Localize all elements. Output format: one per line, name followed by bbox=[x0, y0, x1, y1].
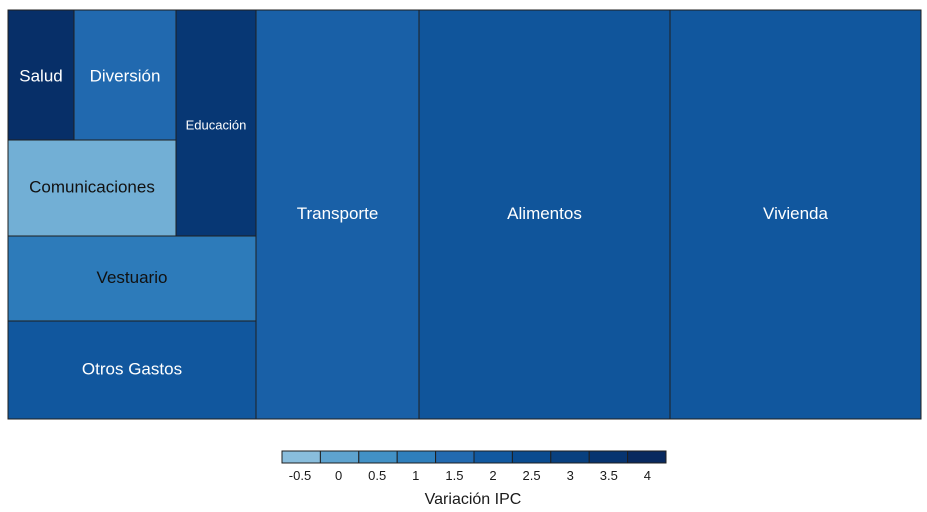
legend-tick-label: 0.5 bbox=[368, 468, 386, 483]
tile-comunicaciones bbox=[7, 139, 177, 237]
legend-swatch bbox=[473, 450, 513, 464]
legend-tick-label: 3.5 bbox=[600, 468, 618, 483]
legend-swatch bbox=[319, 450, 360, 464]
treemap-tiles: Salud Diversión Educación Comunicaciones Ves… bbox=[7, 9, 922, 420]
legend: -0.5 0 0.5 1 1.5 2 2.5 3 3.5 4 Variación IPC bbox=[281, 450, 667, 508]
legend-swatch bbox=[627, 450, 667, 464]
legend-tick-label: -0.5 bbox=[289, 468, 311, 483]
legend-swatch bbox=[588, 450, 629, 464]
tile-label-diversion: Diversión bbox=[90, 66, 161, 85]
legend-tick-label: 2.5 bbox=[523, 468, 541, 483]
tile-label-vestuario: Vestuario bbox=[97, 268, 168, 287]
legend-swatch bbox=[396, 450, 437, 464]
legend-tick-label: 1 bbox=[412, 468, 419, 483]
tile-label-comunicaciones: Comunicaciones bbox=[29, 177, 155, 196]
legend-swatch bbox=[281, 450, 321, 464]
tile-diversion bbox=[73, 9, 177, 141]
tile-educacion bbox=[175, 9, 257, 237]
legend-title: Variación IPC bbox=[425, 491, 522, 508]
legend-swatch bbox=[511, 450, 552, 464]
tile-vivienda bbox=[669, 9, 922, 420]
tile-label-alimentos: Alimentos bbox=[507, 204, 582, 223]
legend-tick-label: 3 bbox=[567, 468, 574, 483]
legend-tick-label: 2 bbox=[489, 468, 496, 483]
tile-label-transporte: Transporte bbox=[297, 204, 379, 223]
tile-alimentos bbox=[418, 9, 671, 420]
tile-label-vivienda: Vivienda bbox=[763, 204, 828, 223]
tile-transporte bbox=[255, 9, 420, 420]
tile-label-educacion: Educación bbox=[186, 117, 247, 132]
tile-otros-gastos bbox=[7, 320, 257, 420]
legend-tick-label: 1.5 bbox=[445, 468, 463, 483]
tile-salud bbox=[7, 9, 75, 141]
legend-ticks: -0.5 0 0.5 1 1.5 2 2.5 3 3.5 4 bbox=[289, 468, 651, 483]
tile-label-salud: Salud bbox=[19, 66, 62, 85]
legend-tick-label: 4 bbox=[644, 468, 651, 483]
legend-colorbar bbox=[281, 450, 667, 464]
legend-swatch bbox=[358, 450, 398, 464]
legend-tick-label: 0 bbox=[335, 468, 342, 483]
tile-label-otros-gastos: Otros Gastos bbox=[82, 359, 182, 378]
legend-swatch bbox=[435, 450, 475, 464]
tile-vestuario bbox=[7, 235, 257, 322]
legend-swatch bbox=[550, 450, 590, 464]
